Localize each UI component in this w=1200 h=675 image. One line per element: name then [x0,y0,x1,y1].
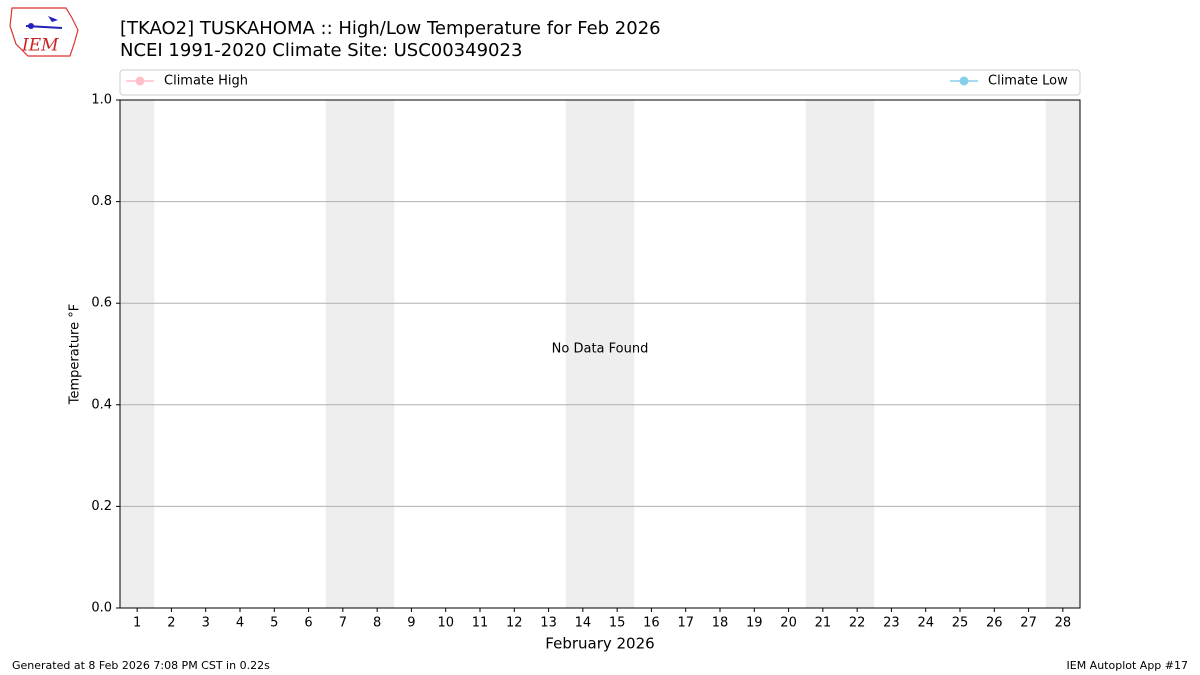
logo-dot [28,23,34,29]
x-tick-label: 10 [437,616,454,631]
x-tick-label: 16 [643,616,660,631]
shaded-band [805,100,840,608]
footer-left: Generated at 8 Feb 2026 7:08 PM CST in 0… [12,659,270,672]
legend-label: Climate High [164,74,248,89]
legend-marker [959,76,969,86]
x-tick-label: 5 [270,616,278,631]
logo-flag [48,16,58,22]
x-tick-label: 2 [167,616,175,631]
x-tick-label: 21 [815,616,832,631]
chart-subtitle: NCEI 1991-2020 Climate Site: USC00349023 [120,40,522,61]
x-tick-label: 24 [917,616,934,631]
legend-box [119,69,1081,96]
shaded-band [1045,100,1080,608]
x-tick-label: 17 [677,616,694,631]
x-tick-label: 13 [540,616,557,631]
x-tick-label: 7 [339,616,347,631]
annotation: No Data Found [552,342,649,357]
y-tick-label: 0.8 [91,194,112,209]
x-tick-label: 1 [133,616,141,631]
x-tick-label: 14 [575,616,592,631]
x-tick-label: 18 [712,616,729,631]
y-tick-label: 0.4 [91,397,112,412]
y-tick-label: 0.0 [91,601,112,616]
shaded-band [325,100,360,608]
shaded-band [840,100,875,608]
x-tick-label: 8 [373,616,381,631]
x-tick-label: 4 [236,616,244,631]
logo-text: IEM [21,36,59,56]
x-tick-label: 11 [472,616,489,631]
x-tick-label: 27 [1020,616,1037,631]
x-tick-label: 28 [1055,616,1072,631]
footer-right: IEM Autoplot App #17 [1067,659,1189,672]
x-axis-label: February 2026 [545,635,654,653]
x-tick-label: 23 [883,616,900,631]
legend-marker [135,76,145,86]
shaded-band [565,100,600,608]
x-tick-label: 22 [849,616,866,631]
y-axis-label: Temperature °F [68,304,83,405]
shaded-band [360,100,395,608]
x-tick-label: 25 [952,616,969,631]
chart-title: [TKAO2] TUSKAHOMA :: High/Low Temperatur… [120,18,661,39]
x-tick-label: 9 [407,616,415,631]
x-tick-label: 12 [506,616,523,631]
x-tick-label: 20 [780,616,797,631]
logo: IEM [9,7,79,57]
shaded-band [600,100,635,608]
legend-label: Climate Low [988,74,1068,89]
x-tick-label: 19 [746,616,763,631]
y-tick-label: 0.2 [91,499,112,514]
logo-outline [9,7,79,57]
shaded-band [120,100,155,608]
x-tick-label: 3 [202,616,210,631]
y-tick-label: 0.6 [91,296,112,311]
x-tick-label: 26 [986,616,1003,631]
y-tick-label: 1.0 [91,93,112,108]
x-tick-label: 6 [304,616,312,631]
x-tick-label: 15 [609,616,626,631]
plot-frame [119,99,1081,609]
